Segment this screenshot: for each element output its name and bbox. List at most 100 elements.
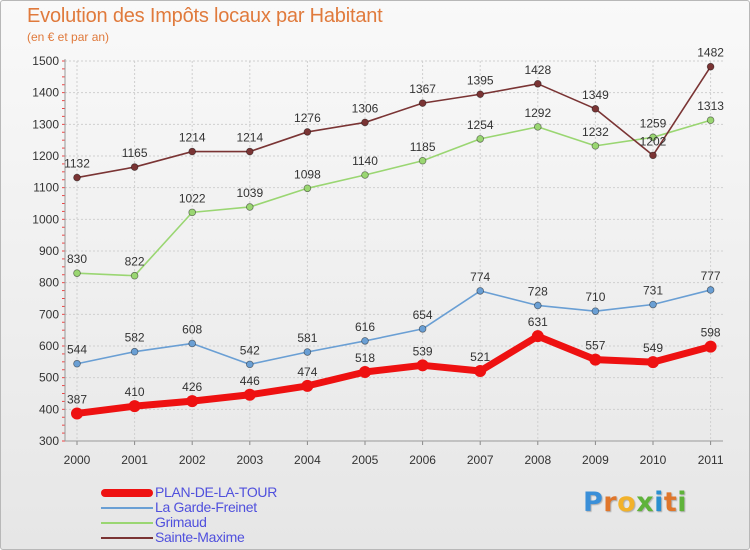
x-tick-label: 2009 xyxy=(582,453,609,467)
data-label-plan-de-la-tour: 410 xyxy=(125,385,145,399)
data-labels: 544 582 608 542 581 616 654 774 728 710 731 777 830 8… xyxy=(64,46,724,407)
y-tick-label: 1500 xyxy=(32,54,59,68)
x-tick-label: 2002 xyxy=(179,453,206,467)
data-label-grimaud: 822 xyxy=(125,255,145,269)
x-tick-label: 2011 xyxy=(698,453,724,467)
y-tick-label: 300 xyxy=(39,434,59,448)
y-tick-label: 1200 xyxy=(32,149,59,163)
legend-label: Grimaud xyxy=(155,514,207,530)
logo-letter: P xyxy=(583,487,604,518)
data-point-la-garde-freinet xyxy=(303,348,312,356)
y-tick-label: 700 xyxy=(39,307,59,321)
series-line-grimaud xyxy=(76,119,712,277)
data-point-sainte-maxime xyxy=(130,163,139,171)
legend-item-grimaud: Grimaud xyxy=(101,514,361,530)
data-label-sainte-maxime: 1395 xyxy=(467,73,494,87)
data-label-sainte-maxime: 1165 xyxy=(122,146,148,160)
data-point-grimaud xyxy=(418,156,427,165)
data-label-grimaud: 1292 xyxy=(524,106,551,120)
data-point-la-garde-freinet xyxy=(188,339,197,348)
y-tick-label: 1400 xyxy=(32,86,59,100)
data-label-sainte-maxime: 1214 xyxy=(236,131,263,145)
data-label-la-garde-freinet: 710 xyxy=(585,290,605,304)
data-point-la-garde-freinet xyxy=(73,359,81,368)
legend-swatch xyxy=(101,489,153,497)
data-point-sainte-maxime xyxy=(476,90,485,99)
series-lines xyxy=(71,62,717,420)
y-tick-label: 600 xyxy=(39,339,59,353)
data-label-sainte-maxime: 1132 xyxy=(64,157,90,171)
data-point-grimaud xyxy=(361,171,369,179)
data-point-plan-de-la-tour xyxy=(704,340,717,353)
axes xyxy=(62,59,723,445)
legend-label: Sainte-Maxime xyxy=(155,529,245,545)
data-label-plan-de-la-tour: 631 xyxy=(528,315,548,329)
data-point-sainte-maxime xyxy=(706,62,715,71)
data-point-plan-de-la-tour xyxy=(416,359,429,372)
proxiti-logo: Proxiti xyxy=(583,487,687,518)
x-axis-ticks: 2000 2001 2002 2003 2004 2005 2006 2007 2008 2009… xyxy=(64,453,724,467)
data-label-grimaud: 1022 xyxy=(179,191,206,205)
data-point-sainte-maxime xyxy=(303,128,312,136)
data-point-plan-de-la-tour xyxy=(474,365,487,378)
data-point-grimaud xyxy=(476,135,485,143)
data-label-la-garde-freinet: 581 xyxy=(297,331,317,345)
data-point-la-garde-freinet xyxy=(533,301,542,310)
data-label-grimaud: 1313 xyxy=(697,99,724,113)
data-point-plan-de-la-tour xyxy=(531,330,544,343)
data-label-plan-de-la-tour: 539 xyxy=(413,344,433,358)
data-point-grimaud xyxy=(591,142,600,150)
data-point-plan-de-la-tour xyxy=(186,395,199,408)
data-label-la-garde-freinet: 616 xyxy=(355,320,375,334)
data-label-plan-de-la-tour: 557 xyxy=(585,339,605,353)
data-point-sainte-maxime xyxy=(649,151,657,160)
data-point-plan-de-la-tour xyxy=(243,388,256,401)
logo-letter: x xyxy=(636,487,655,518)
data-label-sainte-maxime: 1214 xyxy=(179,131,206,145)
legend-swatch xyxy=(101,507,153,509)
logo-letter: i xyxy=(677,487,688,518)
data-label-grimaud: 1254 xyxy=(467,118,494,132)
x-tick-label: 2004 xyxy=(294,453,321,467)
data-point-plan-de-la-tour xyxy=(589,353,602,366)
data-label-grimaud: 1232 xyxy=(582,125,609,139)
x-tick-label: 2010 xyxy=(640,453,667,467)
data-point-grimaud xyxy=(303,184,312,193)
y-tick-label: 1300 xyxy=(32,117,59,131)
x-tick-label: 2005 xyxy=(352,453,379,467)
data-point-grimaud xyxy=(649,133,657,142)
logo-letter: t xyxy=(663,487,678,518)
data-label-la-garde-freinet: 544 xyxy=(67,343,87,357)
data-point-sainte-maxime xyxy=(361,118,369,127)
data-label-grimaud: 1259 xyxy=(640,116,667,130)
series-line-la-garde-freinet xyxy=(76,289,712,366)
data-label-grimaud: 1185 xyxy=(410,140,436,154)
series-line-plan-de-la-tour xyxy=(73,332,715,417)
logo-letter: i xyxy=(654,487,664,518)
data-point-plan-de-la-tour xyxy=(647,356,659,369)
y-tick-label: 900 xyxy=(39,244,59,258)
data-point-grimaud xyxy=(533,123,542,131)
y-tick-label: 500 xyxy=(39,371,59,385)
chart-title: Evolution des Impôts locaux par Habitant xyxy=(27,5,383,27)
x-tick-label: 2001 xyxy=(121,453,148,467)
legend-label: La Garde-Freinet xyxy=(155,499,257,515)
data-point-la-garde-freinet xyxy=(591,307,600,315)
data-point-sainte-maxime xyxy=(591,105,600,113)
data-label-plan-de-la-tour: 474 xyxy=(297,365,317,379)
legend-swatch xyxy=(101,537,153,539)
data-label-sainte-maxime: 1202 xyxy=(640,134,667,148)
legend-item-plan-de-la-tour: PLAN-DE-LA-TOUR xyxy=(101,484,361,500)
data-label-plan-de-la-tour: 518 xyxy=(355,351,375,365)
y-tick-label: 1100 xyxy=(33,181,59,195)
data-label-sainte-maxime: 1276 xyxy=(294,111,321,125)
series-line-sainte-maxime xyxy=(76,65,712,179)
data-point-sainte-maxime xyxy=(246,147,254,156)
x-tick-label: 2007 xyxy=(467,453,494,467)
data-point-grimaud xyxy=(246,203,254,211)
grid-lines xyxy=(65,60,723,442)
data-label-sainte-maxime: 1349 xyxy=(582,88,609,102)
data-label-la-garde-freinet: 774 xyxy=(470,270,490,284)
data-label-plan-de-la-tour: 446 xyxy=(240,374,260,388)
